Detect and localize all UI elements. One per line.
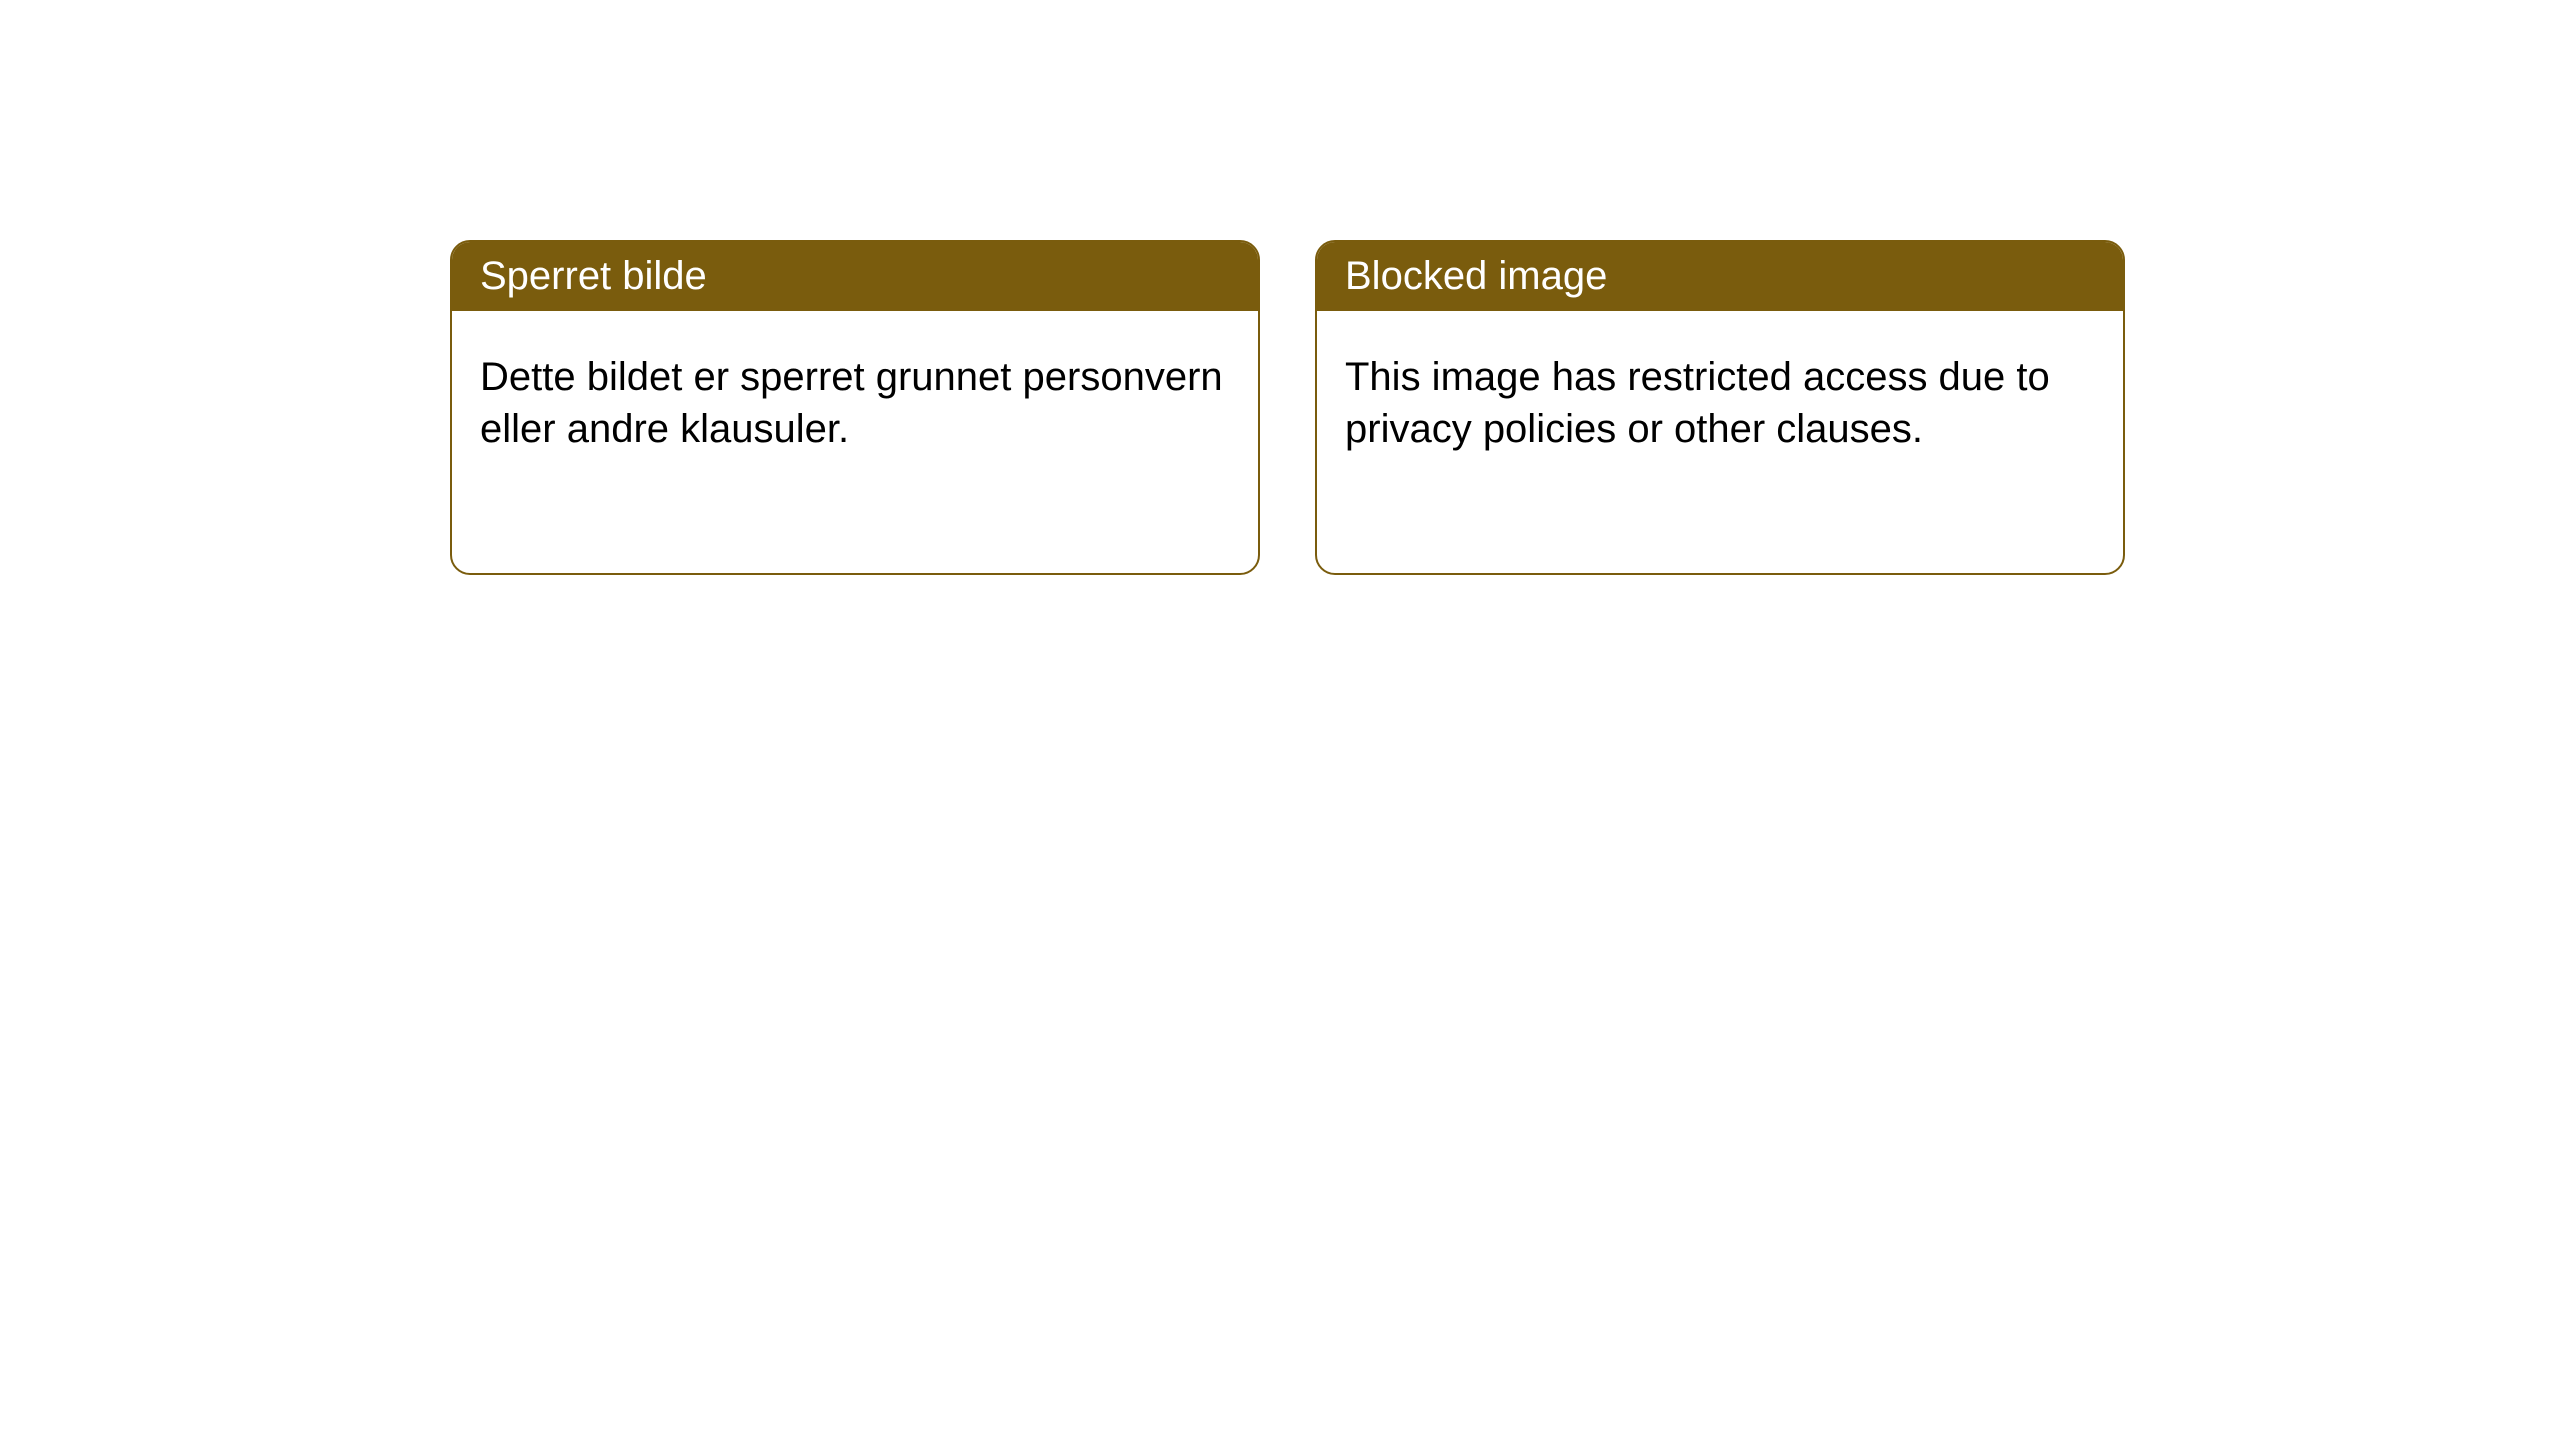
notice-container: Sperret bilde Dette bildet er sperret gr… — [450, 240, 2125, 575]
notice-message: This image has restricted access due to … — [1345, 355, 2050, 451]
notice-body: Dette bildet er sperret grunnet personve… — [452, 311, 1258, 483]
notice-header: Sperret bilde — [452, 242, 1258, 311]
notice-card-norwegian: Sperret bilde Dette bildet er sperret gr… — [450, 240, 1260, 575]
notice-body: This image has restricted access due to … — [1317, 311, 2123, 483]
notice-title: Blocked image — [1345, 254, 1607, 298]
notice-title: Sperret bilde — [480, 254, 707, 298]
notice-card-english: Blocked image This image has restricted … — [1315, 240, 2125, 575]
notice-header: Blocked image — [1317, 242, 2123, 311]
notice-message: Dette bildet er sperret grunnet personve… — [480, 355, 1223, 451]
